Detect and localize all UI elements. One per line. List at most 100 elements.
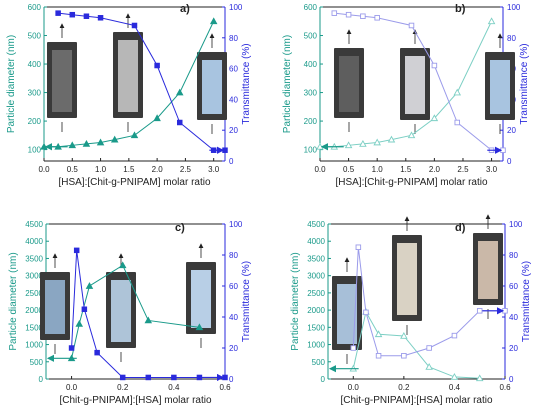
x-tick-label: 0.6 <box>219 383 231 392</box>
data-point-transmittance <box>431 62 438 69</box>
x-tick-label: 0.6 <box>499 383 511 392</box>
x-tick-label: 1.0 <box>372 165 384 174</box>
y-right-tick-label: 80 <box>229 251 238 260</box>
data-point-diameter <box>75 319 84 327</box>
vial-photo-contents <box>397 243 417 315</box>
y-left-axis-label: Particle diameter (nm) <box>8 252 19 350</box>
y-left-tick-label: 500 <box>304 32 318 41</box>
x-axis-label: [HSA]:[Chit-g-PNIPAM] molar ratio <box>58 177 211 188</box>
y-left-tick-label: 2000 <box>25 306 43 315</box>
x-tick-label: 3.0 <box>208 165 220 174</box>
y-right-tick-label: 80 <box>229 34 238 43</box>
y-left-tick-label: 4000 <box>307 237 325 246</box>
data-point-transmittance <box>502 308 508 314</box>
data-point-transmittance <box>345 11 352 18</box>
data-point-diameter <box>407 131 416 139</box>
x-tick-label: 1.0 <box>95 165 107 174</box>
data-point-transmittance <box>83 13 90 19</box>
y-left-tick-label: 0 <box>39 375 44 384</box>
panel-label: c) <box>175 222 185 234</box>
series-line-diameter <box>44 21 215 148</box>
x-tick-label: 0.4 <box>168 383 180 392</box>
data-point-diameter <box>450 373 459 380</box>
y-right-tick-label: 100 <box>509 220 523 229</box>
panel-label: a) <box>180 3 190 15</box>
x-tick-label: 1.5 <box>123 165 135 174</box>
data-point-diameter <box>359 139 367 147</box>
data-point-transmittance <box>374 15 380 21</box>
vial-photo-contents <box>202 60 222 114</box>
y-right-tick-label: 80 <box>507 34 516 43</box>
y-left-tick-label: 2000 <box>307 306 325 315</box>
series-line-diameter <box>71 264 200 359</box>
y-right-tick-label: 20 <box>509 344 518 353</box>
data-point-diameter <box>130 131 139 139</box>
x-tick-label: 2.0 <box>152 165 164 174</box>
vial-photo-contents <box>337 284 357 344</box>
y-left-tick-label: 1000 <box>25 341 43 350</box>
data-point-diameter <box>425 363 433 370</box>
data-point-diameter <box>475 374 484 382</box>
y-left-tick-label: 3000 <box>307 272 325 281</box>
y-left-axis-label: Particle diameter (nm) <box>290 252 301 350</box>
data-point-transmittance <box>97 15 104 21</box>
y-left-tick-label: 4500 <box>307 220 325 229</box>
x-tick-label: 0.2 <box>117 383 129 392</box>
y-right-axis-label: Transmittance (%) <box>521 261 532 342</box>
y-right-axis-label: Transmittance (%) <box>519 43 530 124</box>
x-tick-label: 0.2 <box>398 383 410 392</box>
x-axis-label: [Chit-g-PNIPAM]:[HSA] molar ratio <box>340 395 493 406</box>
x-tick-label: 0.5 <box>67 165 79 174</box>
data-point-transmittance <box>363 309 369 316</box>
y-left-tick-label: 500 <box>312 358 326 367</box>
x-tick-label: 1.5 <box>400 165 412 174</box>
data-point-transmittance <box>171 374 177 381</box>
data-point-transmittance <box>81 306 88 313</box>
data-point-transmittance <box>476 308 483 314</box>
y-right-tick-label: 40 <box>229 95 238 104</box>
panel-label: b) <box>455 3 466 15</box>
data-point-transmittance <box>451 332 458 339</box>
data-point-transmittance <box>454 119 461 126</box>
data-point-transmittance <box>196 374 203 381</box>
y-right-tick-label: 20 <box>507 126 516 135</box>
data-point-diameter <box>487 17 496 25</box>
y-right-tick-label: 100 <box>229 3 243 12</box>
y-right-tick-label: 60 <box>229 65 238 74</box>
y-left-tick-label: 1500 <box>307 323 325 332</box>
y-right-tick-label: 100 <box>229 220 243 229</box>
series-line-diameter <box>320 21 493 148</box>
x-axis-label: [Chit-g-PNIPAM]:[HSA] molar ratio <box>59 395 212 406</box>
vial-photo-contents <box>111 280 131 342</box>
x-tick-label: 2.5 <box>180 165 192 174</box>
vial-photo-contents <box>478 241 498 299</box>
y-left-tick-label: 100 <box>28 146 42 155</box>
data-point-diameter <box>344 141 353 149</box>
data-point-transmittance <box>73 247 80 254</box>
data-point-transmittance <box>176 119 183 126</box>
y-left-tick-label: 200 <box>304 117 318 126</box>
y-left-tick-label: 300 <box>28 89 42 98</box>
y-right-tick-label: 0 <box>509 375 514 384</box>
y-left-tick-label: 1500 <box>25 323 43 332</box>
data-point-diameter <box>110 135 119 143</box>
series-line-diameter <box>352 310 480 379</box>
vial-photo-contents <box>339 56 359 112</box>
data-point-transmittance <box>68 345 75 351</box>
chart-panel-1: 0.0 0.5 1.0 1.5 2.0 2.5 3.0 100 200 300 400 500 600 0… <box>6 3 252 188</box>
vial-photo-contents <box>191 270 211 328</box>
data-point-transmittance <box>55 10 61 16</box>
vial-photo-contents <box>405 56 425 114</box>
x-tick-label: 2.5 <box>457 165 469 174</box>
chart-panel-3: 0.0 0.2 0.4 0.60500100015002000250030003500… <box>8 220 252 406</box>
y-right-tick-label: 60 <box>509 282 518 291</box>
x-tick-label: 0.0 <box>348 383 360 392</box>
y-right-tick-label: 60 <box>229 282 238 291</box>
vial-photo-contents <box>490 60 510 114</box>
data-point-diameter <box>85 282 94 289</box>
data-point-diameter <box>68 141 77 149</box>
y-left-axis-label: Particle diameter (nm) <box>282 35 293 133</box>
y-right-tick-label: 0 <box>229 375 234 384</box>
y-right-tick-label: 40 <box>229 313 238 322</box>
y-right-tick-label: 20 <box>229 126 238 135</box>
